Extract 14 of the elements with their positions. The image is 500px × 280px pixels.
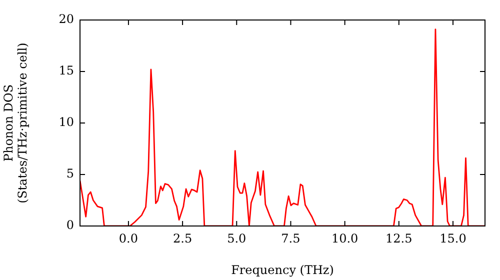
x-tick-label: 12.5 [386, 231, 412, 246]
y-tick-label: 0 [66, 218, 74, 232]
y-tick-label: 10 [58, 115, 74, 130]
x-tick-label: 10.0 [331, 231, 358, 246]
x-tick-label: 2.5 [173, 231, 192, 246]
x-tick-label: 7.5 [281, 231, 300, 246]
x-axis-title: Frequency (THz) [231, 262, 334, 277]
y-tick-label: 15 [58, 64, 74, 78]
y-tick-label: 5 [66, 166, 74, 181]
y-axis-title: Phonon DOS (States/THz·primitive cell) [1, 42, 30, 204]
x-tick-label: 0.0 [118, 231, 138, 246]
y-tick-label: 20 [58, 12, 74, 26]
x-tick-label: 15.0 [440, 231, 466, 246]
x-tick-label: 5.0 [227, 231, 246, 246]
